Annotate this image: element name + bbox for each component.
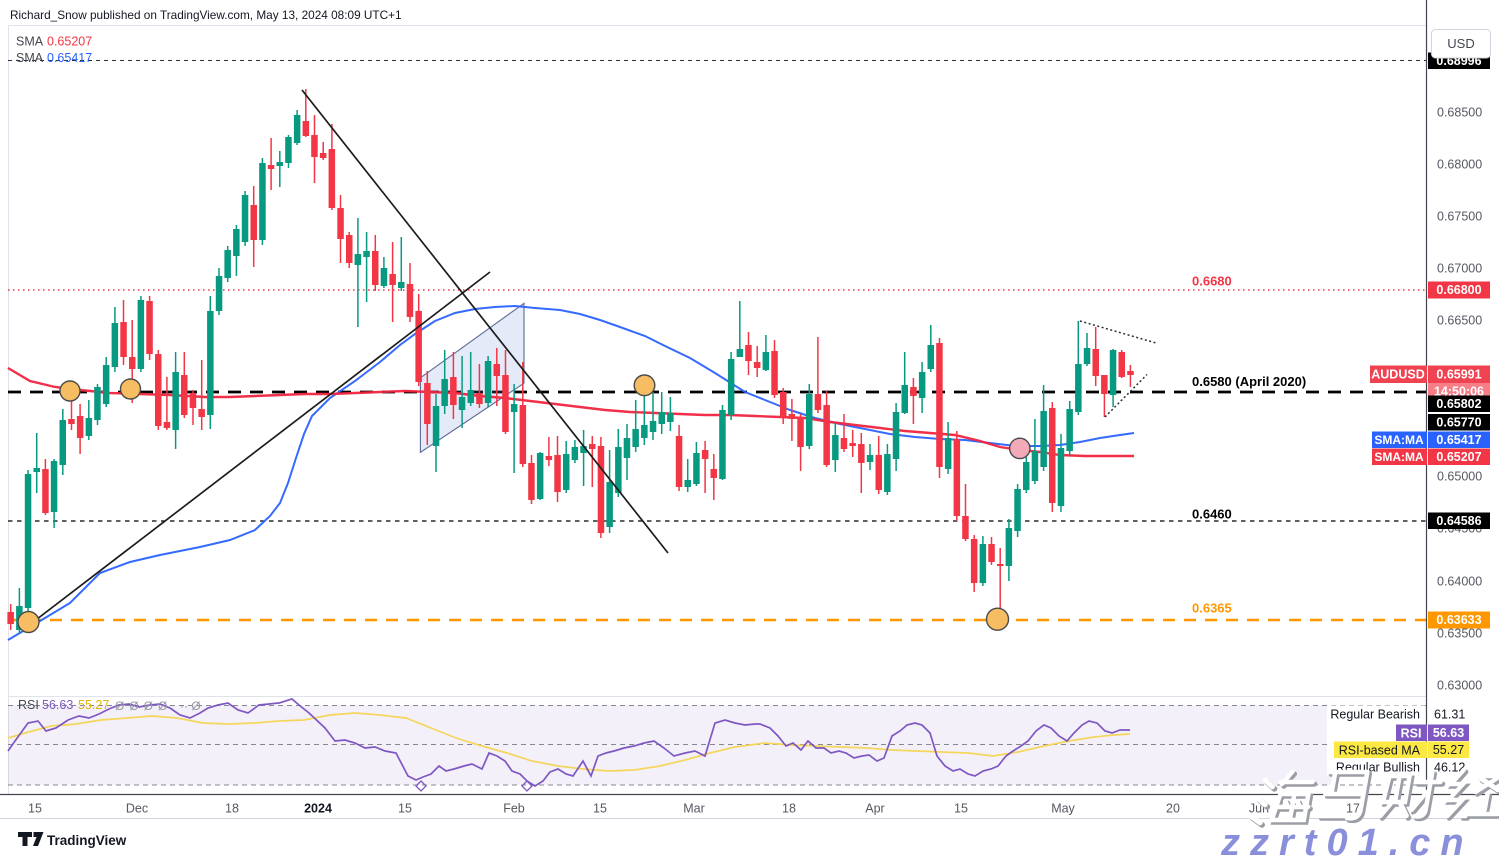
svg-text:56.63: 56.63 [42, 698, 73, 712]
svg-text:0.64586: 0.64586 [1436, 514, 1481, 528]
svg-text:0.65417: 0.65417 [1436, 433, 1481, 447]
svg-text:Apr: Apr [865, 802, 884, 816]
svg-text:TradingView: TradingView [47, 833, 127, 848]
svg-text:0.63500: 0.63500 [1437, 627, 1482, 641]
svg-text:0.63000: 0.63000 [1437, 679, 1482, 693]
svg-text:15: 15 [593, 802, 607, 816]
svg-text:Richard_Snow published on Trad: Richard_Snow published on TradingView.co… [10, 8, 402, 22]
svg-text:zzrt01.cn: zzrt01.cn [1220, 822, 1474, 857]
svg-text:USD: USD [1447, 36, 1474, 51]
svg-text:15: 15 [954, 802, 968, 816]
svg-text:17: 17 [1346, 802, 1360, 816]
svg-text:0.65802: 0.65802 [1436, 397, 1481, 411]
svg-text:0.65770: 0.65770 [1436, 415, 1481, 429]
svg-text:May: May [1051, 802, 1075, 816]
svg-text:18: 18 [782, 802, 796, 816]
svg-text:0.65991: 0.65991 [1436, 367, 1481, 381]
svg-text:RSI: RSI [18, 698, 39, 712]
svg-text:0.6680: 0.6680 [1192, 274, 1232, 289]
svg-text:·· Ø: ·· Ø [180, 699, 201, 713]
svg-text:15: 15 [398, 802, 412, 816]
svg-text:0.68500: 0.68500 [1437, 106, 1482, 120]
svg-text:0.66800: 0.66800 [1436, 283, 1481, 297]
svg-text:15: 15 [28, 802, 42, 816]
svg-text:Feb: Feb [503, 802, 525, 816]
svg-text:20: 20 [1166, 802, 1180, 816]
svg-text:0.67500: 0.67500 [1437, 210, 1482, 224]
svg-text:0.65000: 0.65000 [1437, 470, 1482, 484]
svg-text:RSI-based MA: RSI-based MA [1339, 744, 1421, 758]
svg-text:0.67000: 0.67000 [1437, 262, 1482, 276]
svg-text:14:50:06: 14:50:06 [1434, 385, 1484, 399]
svg-text:Regular Bearish: Regular Bearish [1330, 708, 1420, 722]
svg-text:0.63633: 0.63633 [1436, 613, 1481, 627]
svg-text:ØØØØ: ØØØØ [115, 699, 172, 713]
svg-text:Mar: Mar [683, 802, 705, 816]
svg-text:SMA: SMA [16, 51, 44, 65]
svg-text:61.31: 61.31 [1434, 708, 1465, 722]
svg-text:55.27: 55.27 [78, 698, 109, 712]
svg-text:SMA:MA: SMA:MA [1374, 433, 1424, 447]
svg-text:55.27: 55.27 [1433, 743, 1464, 757]
svg-text:0.6365: 0.6365 [1192, 601, 1232, 616]
svg-text:AUDUSD: AUDUSD [1371, 368, 1424, 382]
svg-text:0.68000: 0.68000 [1437, 158, 1482, 172]
svg-text:SMA:MA: SMA:MA [1374, 450, 1424, 464]
svg-text:0.65207: 0.65207 [1436, 450, 1481, 464]
svg-text:RSI: RSI [1401, 727, 1422, 741]
svg-text:0.6580 (April 2020): 0.6580 (April 2020) [1192, 374, 1306, 389]
svg-text:0.64000: 0.64000 [1437, 575, 1482, 589]
svg-text:SMA: SMA [16, 35, 44, 49]
svg-text:56.63: 56.63 [1433, 726, 1464, 740]
svg-text:0.6460: 0.6460 [1192, 507, 1232, 522]
svg-text:2024: 2024 [304, 802, 332, 816]
svg-text:46.12: 46.12 [1434, 761, 1465, 775]
svg-text:0.65417: 0.65417 [47, 51, 92, 65]
svg-text:Dec: Dec [126, 802, 148, 816]
svg-text:0.66500: 0.66500 [1437, 314, 1482, 328]
svg-text:0.65207: 0.65207 [47, 35, 92, 49]
svg-text:18: 18 [225, 802, 239, 816]
